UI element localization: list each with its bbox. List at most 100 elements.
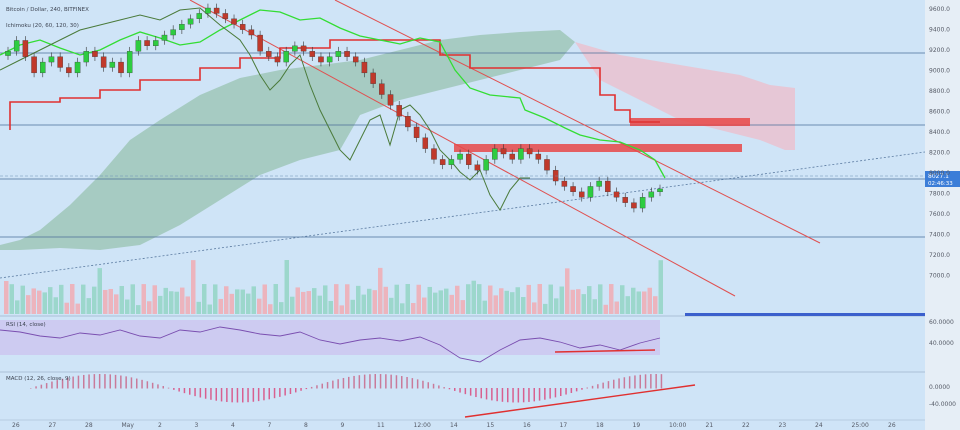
price-axis[interactable] (925, 0, 960, 430)
candle-body[interactable] (544, 159, 550, 171)
candle-body[interactable] (48, 56, 55, 63)
volume-bar (136, 305, 141, 314)
candle-body[interactable] (205, 7, 211, 14)
candle-body[interactable] (500, 148, 507, 155)
dotted-trendline (0, 151, 926, 279)
macd-bar (88, 374, 90, 389)
candle-body[interactable] (431, 148, 437, 160)
candle-body[interactable] (118, 61, 124, 74)
macd-bar (581, 388, 583, 390)
candle-body[interactable] (526, 148, 533, 155)
candle-body[interactable] (40, 61, 46, 74)
volume-bar (273, 284, 278, 314)
candle-body[interactable] (83, 51, 89, 63)
macd-bar (167, 387, 170, 389)
candle-body[interactable] (144, 40, 150, 47)
macd-bar (390, 374, 392, 389)
candle-body[interactable] (57, 56, 63, 68)
resistance-zone-2[interactable] (630, 118, 750, 126)
candle-body[interactable] (135, 40, 142, 52)
candle-body[interactable] (248, 29, 255, 36)
candle-body[interactable] (631, 202, 637, 209)
volume-bar (565, 268, 570, 314)
candle-body[interactable] (396, 105, 402, 117)
candle-body[interactable] (579, 191, 585, 198)
candle-body[interactable] (179, 24, 185, 30)
candle-body[interactable] (292, 45, 298, 52)
candle-body[interactable] (465, 153, 472, 165)
candle-body[interactable] (648, 191, 655, 198)
candle-body[interactable] (74, 61, 81, 74)
candle-body[interactable] (379, 83, 385, 95)
candle-body[interactable] (153, 40, 159, 47)
candle-body[interactable] (344, 51, 350, 57)
candle-body[interactable] (126, 51, 133, 74)
time-tick-label: 15 (487, 422, 495, 429)
candle-body[interactable] (196, 13, 203, 19)
candle-body[interactable] (335, 51, 342, 57)
candle-body[interactable] (66, 67, 72, 74)
macd-bar (454, 388, 456, 391)
candle-body[interactable] (605, 180, 611, 193)
candle-body[interactable] (552, 170, 559, 182)
candle-body[interactable] (535, 153, 542, 160)
candle-body[interactable] (170, 29, 176, 36)
volume-bar (97, 268, 102, 314)
candle-body[interactable] (518, 148, 524, 160)
candle-body[interactable] (474, 164, 481, 171)
candle-body[interactable] (657, 188, 663, 193)
candle-body[interactable] (405, 115, 411, 128)
candle-body[interactable] (361, 61, 368, 74)
price-tick-label: 8600.0 (929, 109, 950, 116)
price-tick-label: 8800.0 (929, 88, 950, 95)
candle-body[interactable] (213, 7, 220, 14)
candle-body[interactable] (266, 51, 272, 57)
candle-body[interactable] (257, 34, 263, 52)
candle-body[interactable] (31, 56, 37, 74)
candle-body[interactable] (448, 159, 455, 165)
candle-body[interactable] (413, 126, 420, 138)
candle-body[interactable] (387, 94, 394, 106)
candle-body[interactable] (13, 40, 20, 52)
candle-body[interactable] (318, 56, 324, 63)
candle-body[interactable] (370, 72, 376, 84)
candle-body[interactable] (492, 148, 498, 160)
candle-body[interactable] (613, 191, 620, 198)
candle-body[interactable] (5, 51, 11, 56)
candle-body[interactable] (187, 18, 194, 25)
candle-body[interactable] (439, 159, 446, 165)
candle-body[interactable] (422, 137, 429, 149)
candle-body[interactable] (561, 180, 568, 187)
candlesticks[interactable] (5, 3, 663, 213)
candle-body[interactable] (483, 159, 489, 171)
candle-body[interactable] (231, 18, 237, 25)
candle-body[interactable] (639, 197, 646, 209)
candle-body[interactable] (239, 24, 246, 30)
candle-body[interactable] (22, 40, 29, 57)
candle-body[interactable] (300, 45, 307, 52)
volume-bar (284, 260, 289, 314)
macd-bar (469, 388, 472, 396)
macd-bar (189, 388, 191, 395)
candle-body[interactable] (570, 186, 576, 193)
resistance-zone-1[interactable] (454, 144, 742, 152)
candle-body[interactable] (274, 56, 281, 63)
candle-body[interactable] (309, 51, 316, 57)
candle-body[interactable] (92, 51, 98, 57)
candle-body[interactable] (326, 56, 333, 63)
macd-bar (93, 374, 96, 389)
candle-body[interactable] (352, 56, 359, 63)
macd-bar (337, 379, 339, 389)
candle-body[interactable] (222, 13, 229, 19)
macd-bar (136, 378, 138, 389)
candle-body[interactable] (509, 153, 515, 160)
candle-body[interactable] (596, 180, 602, 187)
candle-body[interactable] (587, 186, 594, 198)
candle-body[interactable] (457, 153, 463, 160)
candle-body[interactable] (622, 197, 628, 203)
candle-body[interactable] (283, 51, 289, 63)
candle-body[interactable] (100, 56, 107, 68)
candle-body[interactable] (109, 61, 116, 68)
candle-body[interactable] (161, 34, 168, 41)
